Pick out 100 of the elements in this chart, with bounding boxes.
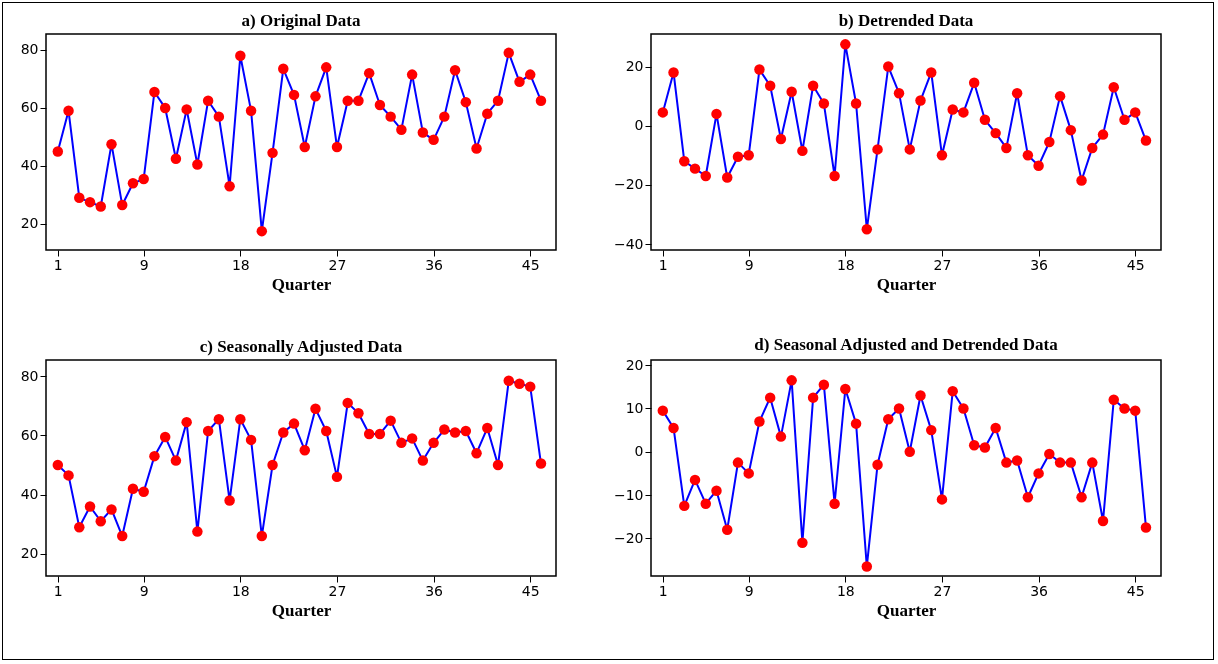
point (149, 86, 160, 98)
point (872, 459, 883, 470)
point (235, 50, 246, 61)
x-tick-label: 27 (328, 256, 347, 273)
point (711, 485, 722, 496)
point (829, 170, 840, 182)
point (1044, 136, 1055, 148)
point (679, 156, 690, 167)
point (754, 416, 765, 427)
point (668, 67, 679, 78)
point (213, 413, 225, 425)
point (1097, 129, 1109, 140)
point (947, 104, 958, 115)
point (1119, 403, 1130, 414)
point (471, 143, 482, 154)
point (52, 459, 64, 471)
point (979, 114, 991, 126)
x-tick-label: 18 (836, 256, 855, 273)
x-tick-label: 45 (521, 582, 540, 599)
point (116, 530, 128, 542)
x-axis-title: Quarter (876, 600, 937, 620)
point (374, 428, 386, 440)
point (95, 516, 106, 527)
y-tick-label: −10 (613, 486, 644, 503)
point (396, 124, 407, 135)
x-tick-label: 45 (1126, 582, 1145, 599)
point (299, 141, 310, 153)
point (1054, 457, 1066, 468)
point (1076, 491, 1087, 503)
point (406, 69, 418, 80)
x-tick-label: 1 (658, 256, 668, 273)
point (1129, 107, 1141, 118)
point (417, 455, 429, 466)
y-tick-label: 0 (634, 443, 644, 460)
point (904, 144, 915, 155)
point (170, 153, 182, 164)
point (1065, 124, 1077, 136)
x-tick-label: 9 (744, 256, 754, 273)
point (138, 486, 149, 497)
point (689, 474, 701, 486)
point (797, 145, 808, 157)
point (363, 428, 375, 440)
point (288, 89, 300, 101)
point (775, 431, 787, 442)
y-tick-label: 80 (20, 367, 39, 384)
x-tick-label: 36 (425, 256, 444, 273)
point (883, 61, 894, 72)
y-tick-label: 20 (625, 356, 644, 373)
point (192, 159, 203, 170)
point (482, 108, 493, 119)
x-tick-label: 36 (1030, 256, 1049, 273)
x-tick-label: 27 (933, 256, 952, 273)
point (74, 192, 85, 204)
point (256, 530, 268, 542)
point (883, 414, 894, 425)
x-tick-label: 36 (1030, 582, 1049, 599)
y-tick-label: 60 (20, 426, 39, 443)
point (1011, 87, 1023, 99)
point (872, 144, 883, 155)
y-tick-label: 80 (20, 41, 39, 58)
point (127, 483, 139, 494)
point (256, 225, 268, 237)
point (1065, 457, 1077, 468)
point (840, 383, 851, 395)
point (127, 178, 139, 189)
point (925, 424, 937, 436)
point (267, 147, 278, 159)
point (535, 95, 547, 106)
point (1022, 150, 1034, 161)
point (63, 105, 74, 117)
point (657, 107, 669, 118)
point (374, 99, 386, 111)
point (721, 172, 733, 183)
point (192, 526, 203, 537)
point (385, 111, 396, 122)
x-axis-title: Quarter (876, 274, 937, 294)
x-tick-label: 36 (425, 582, 444, 599)
point (278, 427, 289, 438)
point (1001, 457, 1012, 468)
point (84, 196, 96, 208)
point (1044, 448, 1055, 460)
point (1001, 142, 1012, 154)
point (764, 80, 776, 92)
point (449, 65, 461, 76)
point (159, 102, 171, 114)
point (106, 504, 117, 515)
point (1108, 394, 1119, 406)
point (936, 494, 948, 505)
x-tick-label: 1 (53, 256, 63, 273)
point (1119, 114, 1130, 126)
chart-title: a) Original Data (241, 11, 361, 30)
point (968, 77, 980, 89)
point (224, 180, 235, 192)
point (492, 459, 504, 471)
point (958, 403, 969, 414)
point (786, 375, 797, 386)
point (213, 111, 225, 122)
x-tick-label: 9 (139, 256, 149, 273)
point (700, 498, 711, 509)
point (159, 431, 171, 443)
